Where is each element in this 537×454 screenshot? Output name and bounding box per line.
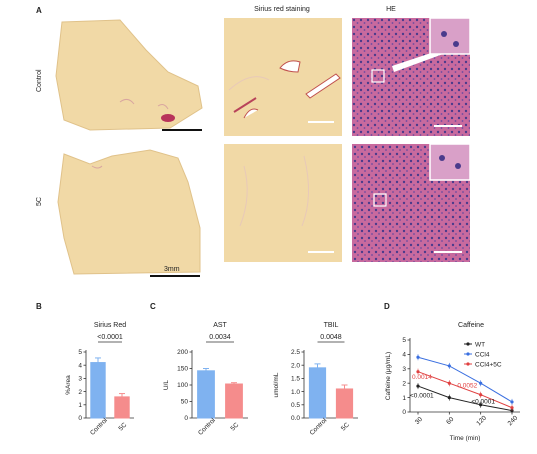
chart-title: TBIL <box>324 322 339 329</box>
bar-5c <box>335 388 354 419</box>
y-tick-label: 1.5 <box>291 376 300 383</box>
panel-label-b: B <box>36 302 42 311</box>
x-tick-label: Control <box>309 417 329 437</box>
legend-marker <box>466 362 470 366</box>
bar-control <box>197 370 215 419</box>
he-micrograph-control <box>352 18 470 136</box>
y-tick-label: 4 <box>78 362 82 369</box>
y-tick-label: 3 <box>78 376 82 383</box>
whole-section-control <box>55 19 203 131</box>
x-tick-label: 30 <box>414 416 424 426</box>
x-tick-label: 240 <box>507 414 520 427</box>
chart-tbil: TBIL 0.0 0.5 1.0 1.5 2.0 2.5 umol/mL Control 5C 0.… <box>273 322 358 437</box>
chart-title: AST <box>213 322 227 329</box>
sirius-micrograph-5c <box>224 144 342 262</box>
panel-label-a: A <box>36 6 42 15</box>
annotation-label: 0.0014 <box>412 374 432 381</box>
y-axis-label: umol/mL <box>273 372 280 397</box>
annotation-label: <0.0001 <box>471 398 495 405</box>
series-line-1 <box>417 356 513 403</box>
panel-label-c: C <box>150 302 156 311</box>
scale-label: 3mm <box>164 266 180 273</box>
legend-label: CCl4+5C <box>475 361 502 368</box>
y-tick-label: 1.0 <box>291 389 300 396</box>
y-tick-label: 1 <box>78 402 82 409</box>
bar-control <box>308 367 327 419</box>
p-value-label: 0.0034 <box>209 334 231 341</box>
legend-label: CCl4 <box>475 351 490 358</box>
y-tick-label: 5 <box>402 337 406 344</box>
y-tick-label: 1 <box>402 395 406 402</box>
column-header-sirius: Sirius red staining <box>254 6 310 13</box>
y-tick-label: 3 <box>402 366 406 373</box>
whole-section-5c <box>57 149 201 277</box>
p-value-label: <0.0001 <box>97 334 123 341</box>
y-tick-label: 5 <box>78 349 82 356</box>
bar-control <box>90 362 106 419</box>
y-tick-label: 0.0 <box>291 415 300 422</box>
y-tick-label: 2 <box>402 380 406 387</box>
y-tick-label: 2 <box>78 389 82 396</box>
y-tick-label: 2.5 <box>291 349 300 356</box>
y-tick-label: 50 <box>181 399 189 406</box>
bar-5c <box>114 396 130 419</box>
x-tick-label: 5C <box>118 421 129 432</box>
row-label-control: Control <box>36 69 43 92</box>
y-tick-label: 150 <box>177 366 188 373</box>
x-tick-label: 60 <box>445 416 455 426</box>
legend-marker <box>466 352 470 356</box>
y-axis-label: U/L <box>163 380 170 391</box>
bar-5c <box>225 383 243 419</box>
legend-label: WT <box>475 341 485 348</box>
y-tick-label: 0.5 <box>291 402 300 409</box>
column-header-he: HE <box>386 6 396 13</box>
series-line-2 <box>417 371 513 409</box>
chart-title: Sirius Red <box>94 322 126 329</box>
legend-marker <box>466 342 470 346</box>
y-tick-label: 4 <box>402 352 406 359</box>
y-tick-label: 0 <box>184 415 188 422</box>
he-micrograph-5c <box>352 144 470 262</box>
y-tick-label: 2.0 <box>291 362 300 369</box>
chart-title: Caffeine <box>458 322 484 329</box>
x-tick-label: 5C <box>230 421 241 432</box>
x-axis-label: Time (min) <box>450 435 481 442</box>
sirius-micrograph-control <box>224 18 342 136</box>
x-tick-label: 5C <box>340 421 351 432</box>
chart-caffeine: Caffeine 0 1 2 3 4 5 30 60 120 240 Caffeine (μg/mL)… <box>385 322 520 442</box>
y-axis-label: Caffeine (μg/mL) <box>385 352 392 400</box>
series-line-0 <box>417 385 513 412</box>
annotation-label: 0.0052 <box>457 383 477 390</box>
y-tick-label: 0 <box>78 415 82 422</box>
y-axis-label: %Area <box>65 375 72 395</box>
x-tick-label: 120 <box>475 414 488 427</box>
y-tick-label: 200 <box>177 349 188 356</box>
p-value-label: 0.0048 <box>320 334 342 341</box>
chart-ast: AST 0 50 100 150 200 U/L Control 5C 0.0034 <box>163 322 248 437</box>
chart-sirius-red: Sirius Red 0 1 2 3 4 5 %Area Control 5C <0.0001 <box>65 322 134 437</box>
annotation-label: <0.0001 <box>410 393 434 400</box>
x-tick-label: Control <box>197 417 217 437</box>
row-label-5c: 5C <box>36 197 43 206</box>
x-tick-label: Control <box>89 417 109 437</box>
y-tick-label: 0 <box>402 409 406 416</box>
y-tick-label: 100 <box>177 382 188 389</box>
panel-label-d: D <box>384 302 390 311</box>
